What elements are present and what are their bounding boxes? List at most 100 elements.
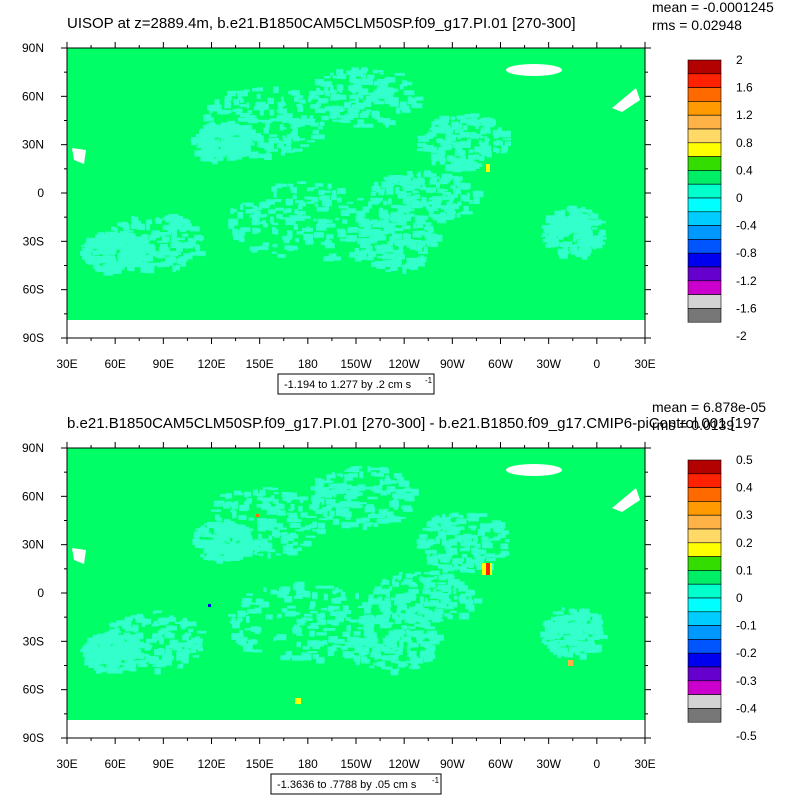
ocean-speckle (287, 245, 294, 252)
legend-swatch (687, 708, 722, 723)
ocean-speckle (143, 618, 149, 625)
ocean-speckle (249, 151, 259, 159)
ocean-speckle (423, 601, 432, 607)
ocean-speckle (323, 627, 327, 632)
legend-swatch (687, 639, 722, 654)
ocean-speckle (460, 129, 464, 132)
contour-info-text: -1.194 to 1.277 by .2 cm s (284, 379, 412, 391)
ocean-speckle (382, 118, 391, 125)
ocean-speckle (129, 665, 137, 672)
ocean-speckle (282, 135, 286, 140)
ocean-speckle (450, 527, 460, 534)
ocean-speckle (358, 120, 362, 124)
ocean-speckle (472, 534, 478, 537)
ocean-speckle (397, 192, 405, 199)
x-tick-label: 120W (388, 757, 420, 771)
ocean-speckle (494, 530, 503, 533)
ocean-speckle (262, 548, 269, 552)
ocean-speckle (346, 235, 357, 240)
ocean-speckle (362, 602, 372, 608)
ocean-speckle (573, 235, 580, 239)
ocean-speckle (232, 506, 239, 510)
ocean-speckle (446, 180, 450, 183)
ocean-speckle (279, 217, 290, 220)
ocean-speckle (479, 143, 488, 147)
ocean-speckle (197, 647, 204, 652)
ocean-speckle (275, 553, 281, 556)
ocean-speckle (593, 235, 600, 242)
ocean-speckle (482, 117, 491, 124)
ocean-speckle (155, 659, 160, 666)
ocean-speckle (378, 209, 388, 217)
ocean-speckle (325, 628, 336, 631)
ocean-speckle (370, 654, 379, 658)
ocean-speckle (356, 518, 366, 524)
ocean-speckle (259, 601, 268, 608)
ocean-speckle (429, 570, 440, 575)
ocean-speckle (325, 516, 333, 520)
ocean-speckle (579, 219, 587, 226)
ocean-speckle (432, 588, 437, 594)
ocean-speckle (544, 225, 555, 232)
ocean-speckle (327, 183, 332, 190)
ocean-speckle (92, 244, 104, 250)
ocean-speckle (209, 139, 220, 145)
ocean-speckle (294, 595, 303, 599)
y-tick-label: 30N (22, 138, 44, 152)
ocean-speckle (238, 94, 242, 101)
ocean-speckle (109, 242, 113, 248)
ocean-speckle (215, 150, 223, 154)
ocean-speckle (146, 638, 157, 643)
ocean-speckle (371, 229, 381, 236)
ocean-speckle (378, 190, 385, 196)
ocean-speckle (409, 208, 415, 212)
ocean-speckle (549, 220, 557, 228)
ocean-speckle (374, 115, 380, 120)
ocean-speckle (232, 129, 243, 136)
ocean-speckle (424, 232, 432, 239)
ocean-speckle (348, 645, 357, 648)
ocean-speckle (578, 224, 583, 229)
ocean-speckle (431, 592, 442, 598)
ocean-speckle (241, 612, 248, 615)
ocean-speckle (389, 101, 399, 107)
ocean-speckle (414, 623, 424, 627)
ocean-speckle (315, 483, 324, 489)
ocean-speckle (477, 528, 484, 533)
ocean-speckle (557, 231, 562, 235)
ocean-speckle (412, 190, 419, 194)
ocean-speckle (466, 160, 477, 164)
ocean-speckle (258, 553, 264, 556)
ocean-speckle (151, 230, 160, 233)
ocean-speckle (188, 645, 197, 648)
ocean-speckle (439, 527, 447, 530)
ocean-speckle (254, 491, 258, 495)
ocean-speckle (288, 515, 298, 520)
ocean-speckle (346, 70, 355, 75)
ocean-speckle (582, 635, 589, 639)
ocean-speckle (576, 641, 580, 644)
ocean-speckle (280, 655, 291, 661)
ocean-speckle (459, 548, 470, 552)
ocean-speckle (447, 578, 453, 585)
ocean-speckle (263, 587, 267, 592)
ocean-speckle (223, 527, 233, 533)
ocean-speckle (100, 665, 104, 668)
ocean-speckle (158, 617, 167, 625)
ocean-speckle (149, 262, 155, 270)
ocean-speckle (229, 137, 234, 143)
ocean-speckle (548, 237, 559, 243)
ocean-speckle (493, 147, 497, 152)
ocean-speckle (273, 229, 279, 235)
ocean-speckle (374, 181, 379, 187)
ocean-speckle (473, 598, 483, 604)
ocean-speckle (399, 663, 409, 666)
ocean-speckle (473, 537, 478, 543)
ocean-speckle (362, 123, 374, 128)
ocean-speckle (113, 642, 118, 647)
ocean-speckle (383, 259, 388, 266)
ocean-speckle (428, 634, 438, 640)
ocean-speckle (342, 605, 349, 612)
ocean-speckle (297, 105, 304, 112)
ocean-speckle (183, 224, 190, 231)
